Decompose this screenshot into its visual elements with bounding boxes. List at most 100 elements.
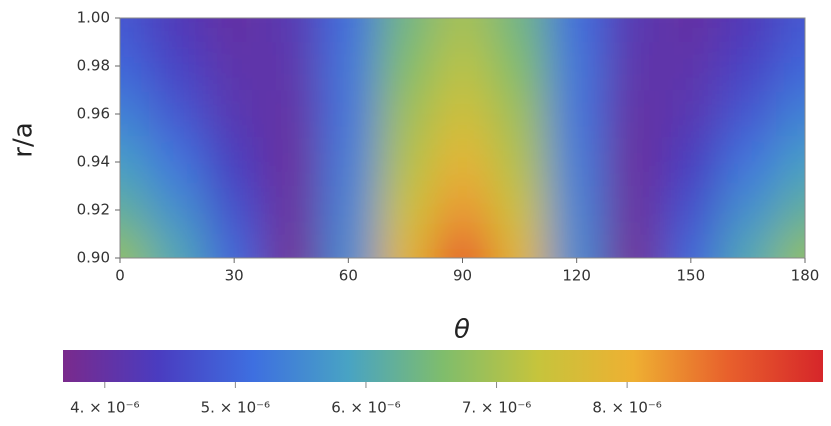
field-cell bbox=[433, 234, 492, 258]
x-tick-label: 120 bbox=[562, 267, 591, 285]
field-cell bbox=[491, 234, 549, 258]
field-cell bbox=[548, 186, 606, 235]
field-cell bbox=[662, 186, 720, 235]
field-cell bbox=[605, 90, 663, 139]
field-cell bbox=[719, 234, 777, 258]
field bbox=[120, 18, 805, 258]
field-cell bbox=[548, 138, 606, 187]
field-cell bbox=[148, 90, 207, 139]
field-cell bbox=[548, 90, 606, 139]
field-cell bbox=[662, 42, 720, 91]
y-tick-label: 0.96 bbox=[77, 105, 110, 123]
plot-area bbox=[120, 18, 805, 258]
x-tick-label: 90 bbox=[453, 267, 472, 285]
field-cell bbox=[548, 234, 606, 258]
field-cell bbox=[319, 90, 378, 139]
field-cell bbox=[319, 234, 378, 258]
x-tick-label: 60 bbox=[339, 267, 358, 285]
field-cell bbox=[662, 234, 720, 258]
y-axis-label: r/a bbox=[9, 122, 39, 157]
x-tick-label: 180 bbox=[791, 267, 820, 285]
field-cell bbox=[719, 90, 777, 139]
field-cell bbox=[719, 186, 777, 235]
field-cell bbox=[148, 186, 207, 235]
field-cell bbox=[376, 138, 435, 187]
field-cell bbox=[319, 42, 378, 91]
field-cell bbox=[491, 18, 549, 43]
field-cell bbox=[148, 234, 207, 258]
field-cell bbox=[120, 234, 150, 258]
colorbar-tick-label: 6. × 10⁻⁶ bbox=[331, 399, 400, 417]
field-cell bbox=[433, 186, 492, 235]
x-tick-label: 30 bbox=[225, 267, 244, 285]
field-cell bbox=[376, 42, 435, 91]
field-cell bbox=[148, 42, 207, 91]
field-cell bbox=[605, 18, 663, 43]
field-cell bbox=[120, 18, 150, 43]
field-cell bbox=[776, 186, 805, 235]
field-cell bbox=[776, 138, 805, 187]
x-axis-label: θ bbox=[454, 315, 470, 345]
field-cell bbox=[376, 90, 435, 139]
field-cell bbox=[120, 90, 150, 139]
field-cell bbox=[719, 42, 777, 91]
x-tick-label: 150 bbox=[677, 267, 706, 285]
field-cell bbox=[262, 186, 321, 235]
field-cell bbox=[776, 42, 805, 91]
field-cell bbox=[376, 234, 435, 258]
field-cell bbox=[148, 138, 207, 187]
field-cell bbox=[776, 90, 805, 139]
field-cell bbox=[605, 234, 663, 258]
colorbar bbox=[63, 350, 823, 382]
field-cell bbox=[433, 18, 492, 43]
y-tick-label: 0.92 bbox=[77, 201, 110, 219]
field-cell bbox=[491, 186, 549, 235]
field-cell bbox=[262, 18, 321, 43]
field-cell bbox=[120, 42, 150, 91]
y-tick-label: 0.98 bbox=[77, 57, 110, 75]
field-cell bbox=[376, 18, 435, 43]
colorbar-tick-label: 5. × 10⁻⁶ bbox=[201, 399, 270, 417]
field-cell bbox=[433, 42, 492, 91]
y-tick-label: 0.94 bbox=[77, 153, 110, 171]
field-cell bbox=[662, 138, 720, 187]
field-cell bbox=[319, 138, 378, 187]
field-cell bbox=[205, 186, 264, 235]
field-cell bbox=[262, 234, 321, 258]
colorbar-tick-label: 8. × 10⁻⁶ bbox=[592, 399, 661, 417]
y-tick-label: 0.90 bbox=[77, 249, 110, 267]
field-cell bbox=[719, 18, 777, 43]
colorbar-tick-label: 4. × 10⁻⁶ bbox=[70, 399, 139, 417]
field-cell bbox=[120, 138, 150, 187]
field-cell bbox=[205, 90, 264, 139]
field-cell bbox=[719, 138, 777, 187]
field-cell bbox=[548, 42, 606, 91]
field-cell bbox=[548, 18, 606, 43]
field-cell bbox=[605, 138, 663, 187]
field-cell bbox=[148, 18, 207, 43]
field-cell bbox=[205, 234, 264, 258]
colorbar-tick-label: 7. × 10⁻⁶ bbox=[462, 399, 531, 417]
field-cell bbox=[205, 138, 264, 187]
x-tick-label: 0 bbox=[115, 267, 125, 285]
field-cell bbox=[262, 90, 321, 139]
field-cell bbox=[662, 90, 720, 139]
field-cell bbox=[120, 186, 150, 235]
field-cell bbox=[205, 18, 264, 43]
field-cell bbox=[262, 138, 321, 187]
field-cell bbox=[491, 90, 549, 139]
field-cell bbox=[662, 18, 720, 43]
field-cell bbox=[605, 186, 663, 235]
field-cell bbox=[262, 42, 321, 91]
field-cell bbox=[433, 138, 492, 187]
field-cell bbox=[776, 234, 805, 258]
field-cell bbox=[776, 18, 805, 43]
field-cell bbox=[433, 90, 492, 139]
field-cell bbox=[376, 186, 435, 235]
field-cell bbox=[491, 42, 549, 91]
field-cell bbox=[491, 138, 549, 187]
field-cell bbox=[319, 186, 378, 235]
field-cell bbox=[319, 18, 378, 43]
y-tick-label: 1.00 bbox=[77, 9, 110, 27]
